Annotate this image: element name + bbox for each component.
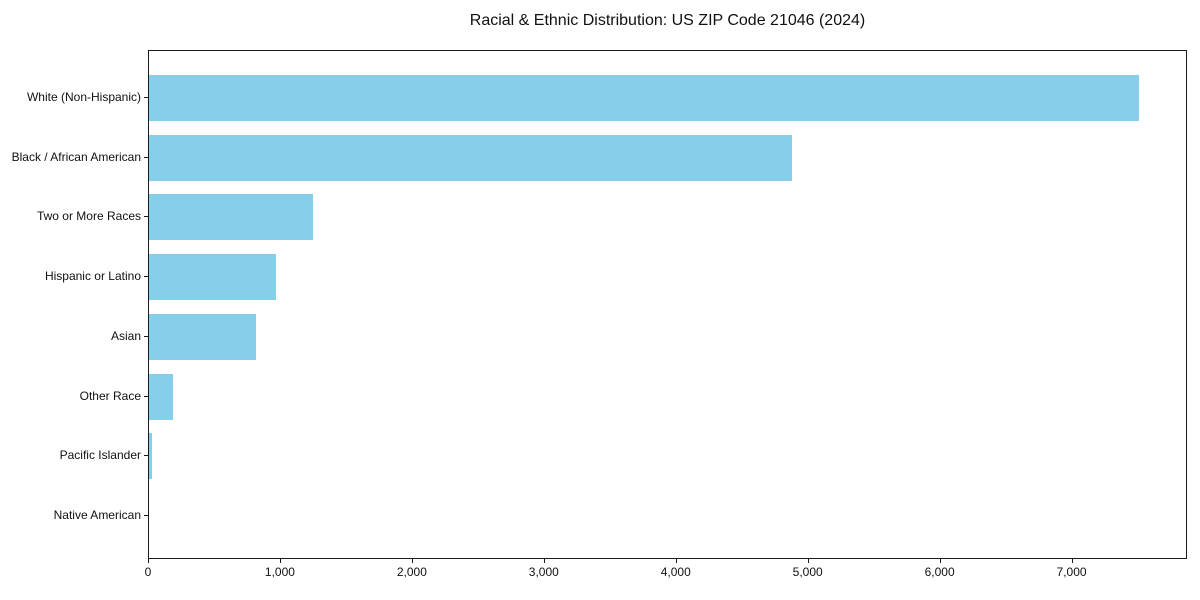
x-axis-ticks — [148, 559, 1187, 564]
y-tick-mark — [144, 335, 148, 337]
y-tick-label-white-non-hispanic: White (Non-Hispanic) — [26, 90, 141, 104]
x-tick-label-7000: 7,000 — [1056, 565, 1087, 579]
y-tick-mark — [144, 216, 148, 218]
y-tick-mark — [144, 395, 148, 397]
bar-other-race — [149, 373, 173, 420]
x-tick-mark — [148, 559, 149, 563]
y-tick-mark — [144, 455, 148, 457]
x-tick-mark — [411, 559, 413, 563]
x-tick-mark — [543, 559, 545, 563]
x-axis-labels: 0 1,000 2,000 3,000 4,000 5,000 6,000 7,000 — [144, 565, 1187, 581]
x-tick-label-6000: 6,000 — [924, 565, 955, 579]
bar-pacific-islander — [149, 433, 152, 480]
y-axis-ticks — [144, 50, 148, 559]
y-axis-labels: White (Non-Hispanic) Black / African Amer… — [0, 50, 142, 559]
y-tick-mark — [144, 156, 148, 158]
y-tick-label-black-african-american: Black / African American — [11, 149, 141, 164]
x-tick-mark — [939, 559, 941, 563]
y-tick-label-native-american: Native American — [53, 507, 141, 522]
y-tick-label-other-race: Other Race — [79, 388, 141, 403]
y-tick-label-asian: Asian — [110, 328, 141, 343]
bar-white-non-hispanic — [149, 75, 1139, 121]
x-tick-mark — [807, 559, 809, 563]
plot-area — [148, 50, 1187, 559]
y-tick-mark — [144, 514, 148, 516]
x-tick-label-0: 0 — [144, 565, 152, 579]
x-tick-mark — [1071, 559, 1073, 563]
bar-two-or-more-races — [149, 194, 313, 241]
x-tick-label-5000: 5,000 — [792, 565, 823, 579]
y-tick-mark — [144, 97, 148, 98]
bar-hispanic-or-latino — [149, 254, 276, 301]
x-tick-label-2000: 2,000 — [396, 565, 427, 579]
y-tick-mark — [144, 276, 148, 278]
x-tick-label-3000: 3,000 — [528, 565, 559, 579]
x-tick-label-4000: 4,000 — [660, 565, 691, 579]
y-tick-label-pacific-islander: Pacific Islander — [59, 448, 141, 463]
x-tick-mark — [675, 559, 677, 563]
bar-asian — [149, 313, 256, 360]
y-tick-label-hispanic-or-latino: Hispanic or Latino — [44, 269, 141, 284]
x-tick-label-1000: 1,000 — [264, 565, 295, 579]
chart-title: Racial & Ethnic Distribution: US ZIP Cod… — [469, 12, 866, 29]
bar-black-african-american — [149, 134, 792, 181]
x-tick-mark — [279, 559, 281, 563]
y-tick-label-two-or-more-races: Two or More Races — [36, 209, 141, 224]
